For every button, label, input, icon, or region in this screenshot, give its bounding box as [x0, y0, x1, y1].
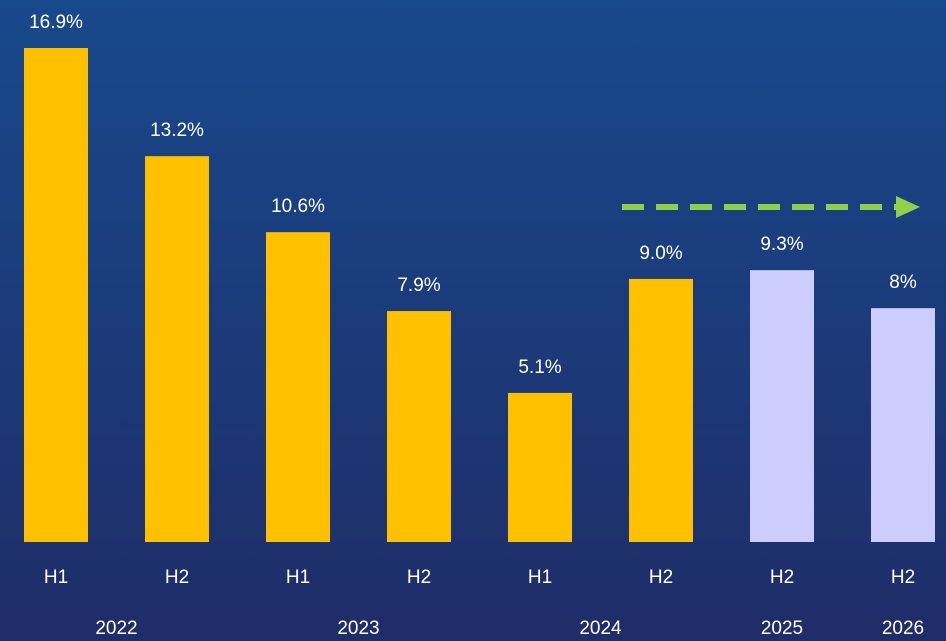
bar — [266, 232, 330, 542]
value-label: 10.6% — [271, 196, 325, 217]
group-label: 2025 — [761, 618, 803, 639]
trend-arrow — [622, 196, 920, 218]
group-label: 2023 — [337, 618, 379, 639]
group-label: 2026 — [882, 618, 924, 639]
value-label: 7.9% — [397, 275, 440, 296]
category-label: H2 — [165, 567, 189, 588]
category-label: H2 — [770, 567, 794, 588]
category-label: H1 — [528, 567, 552, 588]
bar — [508, 392, 572, 542]
value-label: 13.2% — [150, 120, 204, 141]
value-label: 16.9% — [29, 12, 83, 33]
category-label: H2 — [649, 567, 673, 588]
category-label: H1 — [44, 567, 68, 588]
bar — [629, 278, 693, 542]
group-label: 2024 — [579, 618, 622, 639]
category-label: H2 — [407, 567, 431, 588]
value-label: 8% — [889, 272, 917, 293]
category-label: H2 — [891, 567, 915, 588]
value-label: 9.3% — [760, 234, 803, 255]
bar — [145, 156, 209, 542]
bar — [24, 48, 88, 542]
value-label: 9.0% — [639, 243, 682, 264]
bar — [871, 308, 935, 542]
bar — [750, 270, 814, 542]
group-label: 2022 — [95, 618, 137, 639]
category-label: H1 — [286, 567, 310, 588]
bar — [387, 311, 451, 542]
value-label: 5.1% — [518, 357, 561, 378]
